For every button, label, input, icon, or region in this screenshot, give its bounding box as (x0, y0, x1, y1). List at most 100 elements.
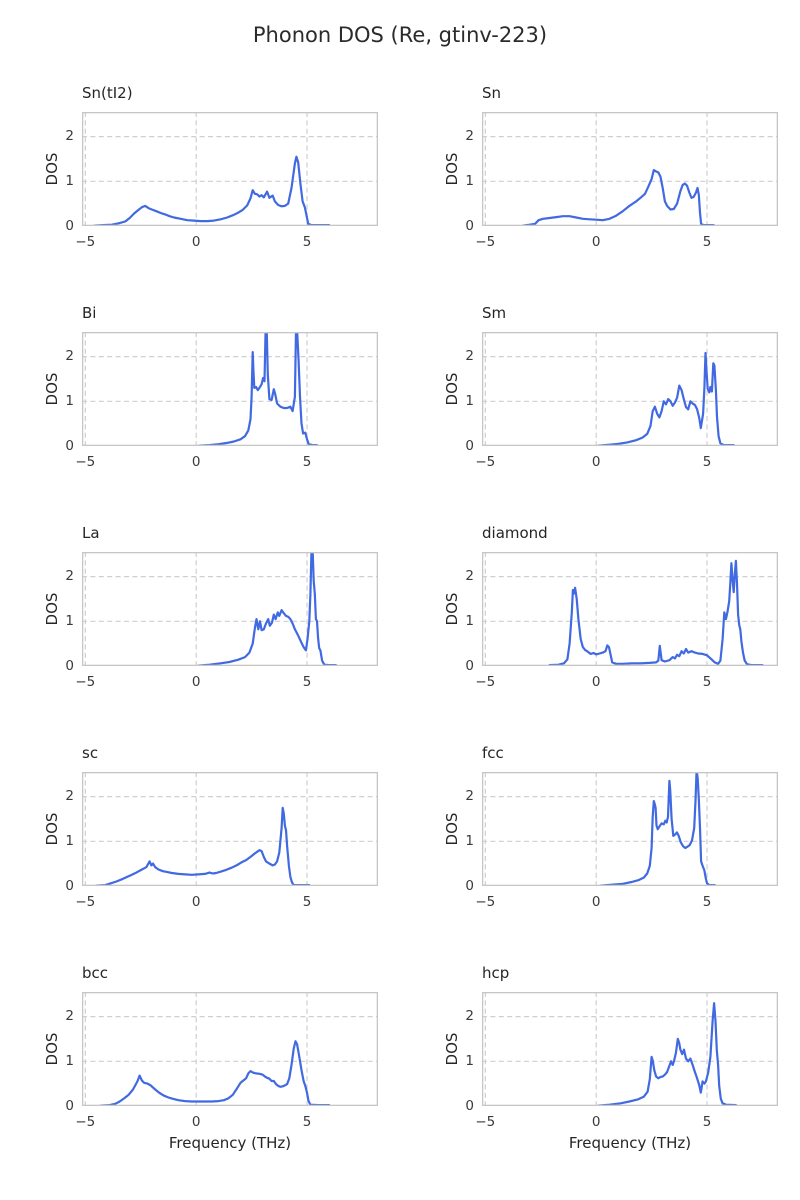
plot-border (482, 552, 778, 666)
x-tick-label: 5 (302, 674, 312, 690)
subplot-fcc: fcc DOS 2 1 0 −5 0 5 (400, 740, 800, 960)
x-axis-label: Frequency (THz) (568, 1134, 692, 1152)
y-tick-label: 0 (465, 217, 474, 234)
plot-border (482, 332, 778, 446)
x-tick-label: −5 (475, 1114, 496, 1130)
x-tick-label: 5 (702, 234, 712, 250)
plot-border (482, 992, 778, 1106)
dos-curve (197, 552, 337, 666)
dos-curve (599, 772, 716, 886)
x-tick-label: 5 (702, 454, 712, 470)
y-tick-label: 0 (65, 437, 74, 454)
plot-border (482, 112, 778, 226)
y-tick-label: 0 (465, 657, 474, 674)
y-tick-label: 2 (465, 128, 474, 145)
y-tick-label: 1 (465, 392, 474, 409)
x-tick-label: −5 (75, 454, 96, 470)
subplot-diamond: diamond DOS 2 1 0 −5 0 5 (400, 520, 800, 740)
y-tick-label: 1 (65, 172, 74, 189)
x-axis-label: Frequency (THz) (168, 1134, 292, 1152)
x-tick-label: 5 (302, 454, 312, 470)
y-tick-label: 1 (65, 1052, 74, 1069)
subplot-title: La (82, 524, 100, 542)
plot-area (482, 772, 778, 886)
plot-area (482, 112, 778, 226)
x-tick-label: 0 (191, 674, 201, 690)
y-tick-label: 1 (465, 832, 474, 849)
y-tick-label: 1 (465, 612, 474, 629)
subplot-sn: Sn DOS 2 1 0 −5 0 5 (400, 80, 800, 300)
dos-curve (521, 168, 715, 226)
x-tick-label: −5 (475, 454, 496, 470)
x-tick-label: 0 (591, 1114, 601, 1130)
y-tick-label: 1 (65, 392, 74, 409)
dos-curve (548, 559, 764, 666)
y-tick-label: 2 (65, 1008, 74, 1025)
x-tick-label: −5 (75, 674, 96, 690)
y-tick-label: 0 (465, 437, 474, 454)
y-tick-label: 1 (465, 1052, 474, 1069)
plot-border (82, 992, 378, 1106)
y-tick-label: 0 (465, 877, 474, 894)
plot-area (82, 992, 378, 1106)
x-tick-label: −5 (475, 234, 496, 250)
x-tick-label: 0 (591, 234, 601, 250)
dos-curve (597, 351, 735, 446)
dos-curve (95, 806, 311, 886)
plot-area (82, 772, 378, 886)
subplot-sn-ti2: Sn(tI2) DOS 2 1 0 −5 0 5 (0, 80, 400, 300)
y-tick-label: 0 (65, 1097, 74, 1114)
subplot-bi: Bi DOS 2 1 0 −5 0 5 (0, 300, 400, 520)
y-tick-label: 2 (65, 568, 74, 585)
x-tick-label: 0 (191, 454, 201, 470)
x-tick-label: −5 (75, 234, 96, 250)
subplot-bcc: bcc DOS 2 1 0 −5 0 5 Frequency (THz) (0, 960, 400, 1180)
subplot-title: Sm (482, 304, 507, 322)
subplot-la: La DOS 2 1 0 −5 0 5 (0, 520, 400, 740)
x-tick-label: 5 (302, 1114, 312, 1130)
subplot-title: fcc (482, 744, 504, 762)
y-tick-label: 0 (465, 1097, 474, 1114)
plot-area (82, 332, 378, 446)
subplot-title: Sn(tI2) (82, 84, 133, 102)
x-tick-label: 5 (702, 674, 712, 690)
plot-area (482, 552, 778, 666)
subplot-title: hcp (482, 964, 510, 982)
x-tick-label: −5 (475, 894, 496, 910)
plot-border (482, 772, 778, 886)
dos-curve (597, 1002, 737, 1106)
y-tick-label: 2 (65, 128, 74, 145)
plot-area (482, 332, 778, 446)
subplot-title: Sn (482, 84, 502, 102)
subplot-grid: Sn(tI2) DOS 2 1 0 −5 0 5 Sn DOS 2 1 0 −5 0 5 Bi DOS 2 1 0 −5 0… (0, 80, 800, 1180)
x-tick-label: −5 (75, 1114, 96, 1130)
y-tick-label: 2 (465, 1008, 474, 1025)
subplot-sc: sc DOS 2 1 0 −5 0 5 (0, 740, 400, 960)
plot-border (82, 112, 378, 226)
y-tick-label: 2 (465, 568, 474, 585)
x-tick-label: 5 (302, 234, 312, 250)
subplot-sm: Sm DOS 2 1 0 −5 0 5 (400, 300, 800, 520)
subplot-title: sc (82, 744, 99, 762)
subplot-title: bcc (82, 964, 109, 982)
y-tick-label: 1 (65, 832, 74, 849)
x-tick-label: 5 (302, 894, 312, 910)
subplot-title: diamond (482, 524, 548, 542)
plot-border (82, 552, 378, 666)
y-tick-label: 0 (65, 217, 74, 234)
x-tick-label: 0 (191, 1114, 201, 1130)
x-tick-label: 5 (702, 894, 712, 910)
y-tick-label: 0 (65, 877, 74, 894)
figure-title: Phonon DOS (Re, gtinv-223) (252, 23, 548, 47)
x-tick-label: 5 (702, 1114, 712, 1130)
plot-area (82, 112, 378, 226)
dos-curve (99, 1040, 331, 1106)
y-tick-label: 2 (465, 788, 474, 805)
y-tick-label: 1 (465, 172, 474, 189)
x-tick-label: 0 (591, 454, 601, 470)
plot-area (82, 552, 378, 666)
y-tick-label: 1 (65, 612, 74, 629)
x-tick-label: 0 (591, 674, 601, 690)
dos-curve (93, 155, 331, 226)
